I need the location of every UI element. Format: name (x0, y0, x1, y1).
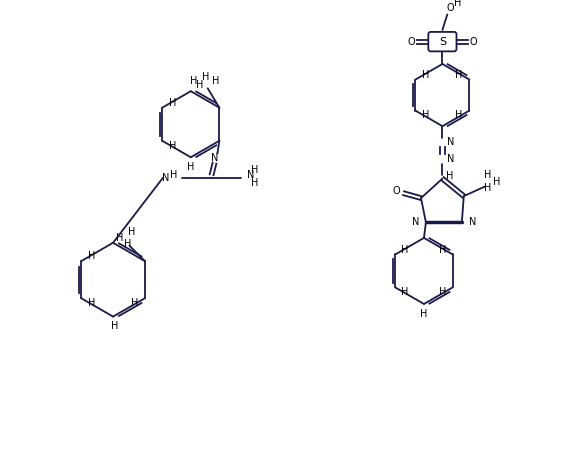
Text: H: H (401, 245, 409, 255)
Text: H: H (202, 72, 210, 82)
Text: N: N (163, 173, 170, 182)
Text: H: H (455, 70, 463, 80)
Text: H: H (493, 176, 501, 187)
Text: O: O (447, 3, 454, 13)
Text: H: H (423, 110, 430, 120)
Text: N: N (447, 137, 455, 147)
Text: H: H (88, 251, 95, 261)
Text: H: H (128, 227, 135, 237)
Text: H: H (190, 76, 198, 86)
Text: H: H (439, 287, 447, 297)
Text: O: O (408, 36, 415, 46)
FancyBboxPatch shape (428, 32, 456, 51)
Text: N: N (211, 153, 218, 163)
Text: H: H (170, 170, 178, 180)
Text: N: N (447, 154, 455, 164)
Text: H: H (116, 233, 123, 243)
Text: N: N (247, 170, 254, 180)
Text: N: N (412, 218, 419, 228)
Text: H: H (187, 162, 195, 172)
Text: H: H (251, 178, 258, 188)
Text: O: O (470, 36, 477, 46)
Text: H: H (131, 298, 138, 308)
Text: H: H (111, 321, 119, 331)
Text: H: H (88, 298, 95, 308)
Text: H: H (251, 165, 258, 175)
Text: H: H (439, 245, 447, 255)
Text: H: H (212, 75, 219, 85)
Text: H: H (447, 171, 454, 181)
Text: O: O (393, 186, 401, 196)
Text: H: H (455, 0, 461, 8)
Text: H: H (169, 141, 176, 151)
Text: H: H (124, 239, 131, 249)
Text: H: H (169, 98, 176, 108)
Text: H: H (423, 70, 430, 80)
Text: H: H (455, 110, 463, 120)
Text: H: H (401, 287, 409, 297)
Text: H: H (484, 170, 492, 180)
Text: N: N (469, 218, 476, 228)
Text: H: H (196, 81, 204, 91)
Text: S: S (439, 36, 446, 46)
Text: H: H (484, 183, 492, 193)
Text: H: H (420, 309, 428, 319)
